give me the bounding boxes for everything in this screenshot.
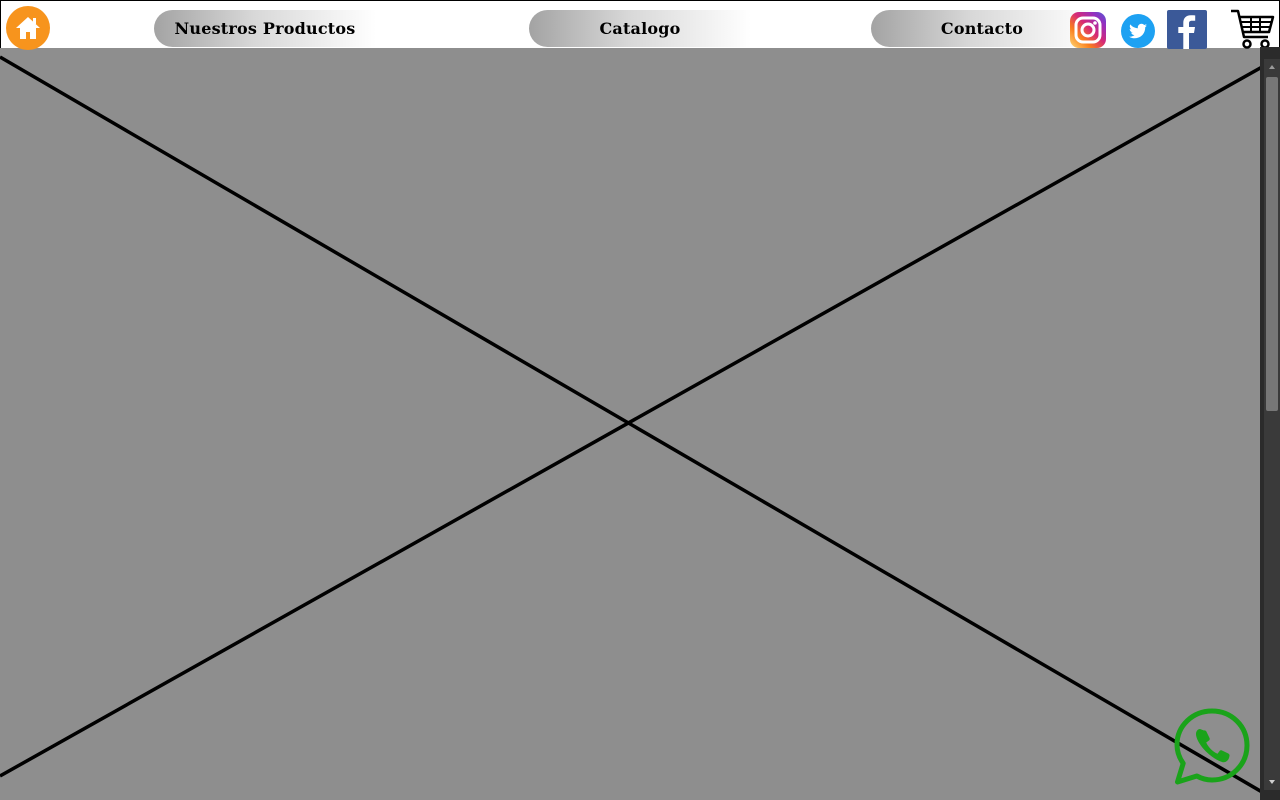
facebook-icon (1167, 10, 1207, 49)
twitter-link[interactable] (1120, 13, 1156, 49)
whatsapp-icon (1174, 708, 1250, 785)
instagram-icon (1070, 12, 1106, 48)
nav-label: Nuestros Productos (174, 19, 356, 38)
hero-image-placeholder (0, 47, 1260, 800)
shopping-cart-link[interactable] (1229, 8, 1275, 50)
facebook-link[interactable] (1167, 10, 1207, 49)
arrow-up-icon (1269, 65, 1275, 69)
nav-catalogo[interactable]: Catalogo (529, 10, 751, 47)
nav-label: Catalogo (599, 19, 681, 38)
nav-label: Contacto (940, 19, 1024, 38)
arrow-down-icon (1269, 780, 1275, 784)
nav-nuestros-productos[interactable]: Nuestros Productos (154, 10, 376, 47)
twitter-icon (1121, 14, 1155, 48)
site-header: Nuestros Productos Catalogo Contacto (0, 0, 1280, 50)
home-button[interactable] (6, 6, 50, 50)
vertical-scrollbar[interactable] (1260, 47, 1280, 800)
instagram-link[interactable] (1069, 11, 1107, 49)
scroll-track[interactable] (1264, 75, 1280, 774)
shopping-cart-icon (1231, 9, 1275, 49)
whatsapp-button[interactable] (1172, 707, 1252, 787)
broken-image-cross (0, 55, 1260, 793)
home-icon (16, 17, 40, 39)
scroll-up-button[interactable] (1264, 59, 1280, 75)
scroll-down-button[interactable] (1264, 774, 1280, 790)
scroll-thumb[interactable] (1266, 77, 1278, 411)
nav-contacto[interactable]: Contacto (871, 10, 1093, 47)
